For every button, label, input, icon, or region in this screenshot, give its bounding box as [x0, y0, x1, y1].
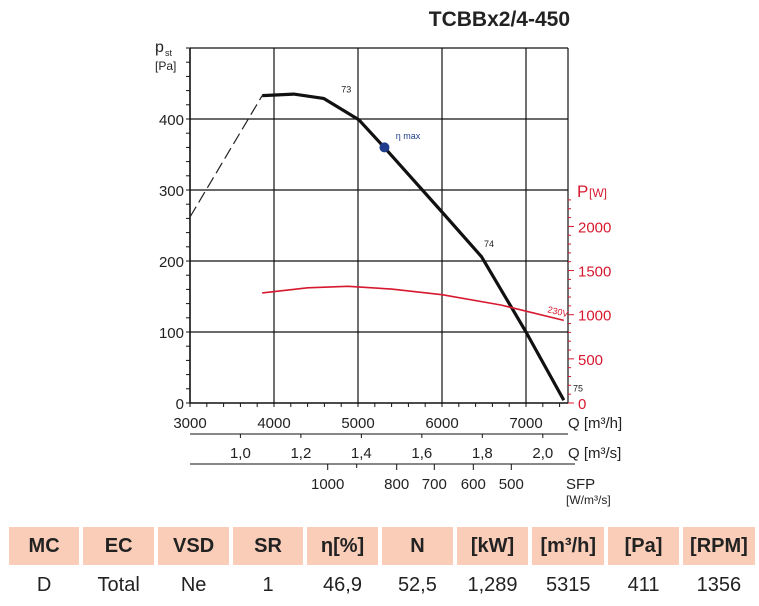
right-tick-label: 1000	[578, 308, 611, 325]
table-cell: Total	[97, 573, 140, 596]
table-header-row: MC EC VSD SR η[%] N [kW] [m³/h] [Pa] [RPM]	[9, 527, 755, 565]
power-curve	[262, 285, 564, 322]
curve-annotation: 230V	[547, 304, 570, 319]
q-m3s-tick-label: 1,2	[290, 445, 311, 462]
q-m3s-tick-label: 1,4	[351, 445, 372, 462]
table-header-cell: [m³/h]	[532, 527, 605, 565]
sfp-tick-label: 500	[499, 476, 524, 493]
table-header-cell: [RPM]	[682, 527, 755, 565]
curve-annotation: 74	[484, 239, 494, 249]
q-m3s-tick-label: 2,0	[532, 445, 553, 462]
table-header-cell: MC	[9, 527, 80, 565]
table-header-cell: [Pa]	[608, 527, 679, 565]
x-tick-label: 4000	[257, 415, 290, 432]
x-tick-label: 7000	[509, 415, 542, 432]
sfp-axis-label: SFP	[566, 476, 595, 493]
sfp-tick-label: 600	[461, 476, 486, 493]
sfp-tick-label: 1000	[311, 476, 344, 493]
y-axis-label: p	[155, 39, 164, 56]
right-tick-label: 0	[578, 396, 586, 413]
table-row: D Total Ne 1 46,9 52,5 1,289 5315 411 1356	[9, 565, 755, 605]
right-axis-label: P	[577, 182, 588, 201]
table-header-cell: [kW]	[456, 527, 529, 565]
x-tick-label: 5000	[341, 415, 374, 432]
table-header-cell: EC	[83, 527, 155, 565]
table-cell: 411	[627, 573, 660, 596]
curve-annotation: η max	[396, 131, 421, 141]
q-m3s-tick-label: 1,0	[230, 445, 251, 462]
right-tick-label: 1500	[578, 264, 611, 281]
x-tick-label: 6000	[425, 415, 458, 432]
q-m3s-axis-label: Q [m³/s]	[568, 445, 621, 462]
q-m3s-tick-label: 1,6	[411, 445, 432, 462]
curve-annotation: 75	[573, 384, 583, 394]
table-cell: 5315	[546, 573, 591, 596]
pressure-curve-unstable	[189, 95, 263, 218]
y-axis-unit: [Pa]	[155, 59, 176, 73]
x-tick-label: 3000	[173, 415, 206, 432]
y-tick-label: 400	[159, 112, 184, 129]
right-tick-label: 2000	[578, 219, 611, 236]
table-cell: 1	[262, 573, 274, 596]
table-header-cell: η[%]	[307, 527, 379, 565]
y-axis-label-sub: st	[165, 48, 173, 58]
y-tick-label: 300	[159, 183, 184, 200]
performance-table: MC EC VSD SR η[%] N [kW] [m³/h] [Pa] [RPM] D Total…	[5, 527, 759, 605]
table-cell: 52,5	[397, 573, 437, 596]
table-cell: 1,289	[467, 573, 518, 596]
sfp-axis-unit: [W/m³/s]	[566, 493, 611, 507]
x-axis-label: Q [m³/h]	[568, 415, 622, 432]
y-tick-label: 200	[159, 254, 184, 271]
eta-max-marker	[379, 142, 390, 153]
y-tick-label: 100	[159, 325, 184, 342]
table-cell: Ne	[180, 573, 207, 596]
right-tick-label: 500	[578, 352, 603, 369]
table-header-cell: VSD	[158, 527, 230, 565]
q-m3s-tick-label: 1,8	[472, 445, 493, 462]
table-header-cell: SR	[233, 527, 303, 565]
y-tick-label: 0	[176, 396, 184, 413]
table-cell: D	[36, 573, 52, 596]
table-cell: 1356	[696, 573, 742, 596]
sfp-tick-label: 700	[422, 476, 447, 493]
sfp-tick-label: 800	[384, 476, 409, 493]
curve-annotation: 73	[341, 85, 351, 95]
table-header-cell: N	[382, 527, 453, 565]
table-cell: 46,9	[323, 573, 362, 596]
right-axis-unit: [W]	[589, 186, 607, 200]
chart-title: TCBBx2/4-450	[428, 8, 570, 31]
